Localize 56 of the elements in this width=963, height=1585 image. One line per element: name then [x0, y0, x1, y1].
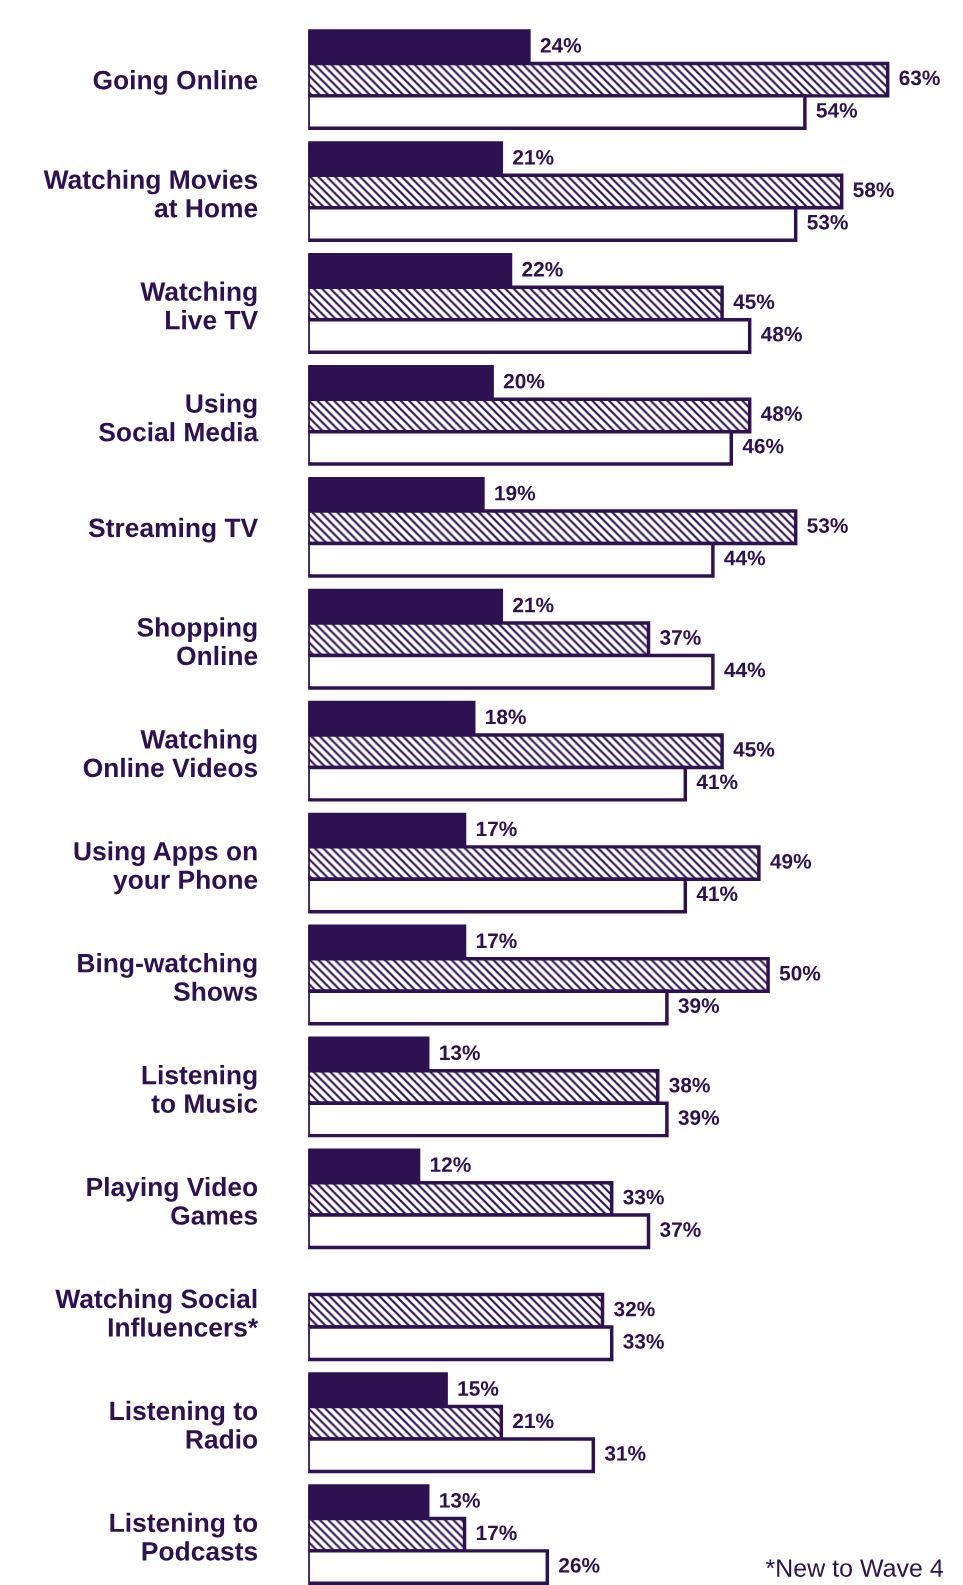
data-label: 17% [476, 1525, 517, 1541]
data-label: 31% [604, 1446, 646, 1461]
data-label: 41% [696, 774, 738, 790]
y-tick-label: Shopping Online [137, 617, 258, 666]
data-label: 13% [440, 1493, 480, 1508]
data-label: 12% [430, 1157, 471, 1172]
data-label: 37% [660, 630, 701, 645]
y-tick-label: Watching Online Videos [83, 729, 258, 778]
data-label: 33% [623, 1334, 664, 1349]
y-tick-label: Going Online [93, 70, 258, 95]
data-label: 44% [724, 550, 766, 566]
data-label: 39% [678, 998, 720, 1014]
data-label: 13% [440, 1045, 480, 1061]
data-label: 49% [770, 853, 812, 869]
data-label: 32% [614, 1301, 655, 1317]
y-tick-label: Streaming TV [88, 517, 258, 543]
data-label: 22% [522, 261, 563, 277]
data-label: 17% [476, 933, 517, 949]
data-label: 26% [559, 1557, 600, 1573]
data-label: 21% [513, 597, 554, 613]
annotation: *New to Wave 4 [765, 1559, 944, 1577]
data-label: 48% [761, 326, 802, 342]
y-tick-label: Listening to Music [142, 1065, 258, 1113]
data-label: 19% [495, 485, 536, 501]
y-tick-label: Listening to Radio [110, 1400, 258, 1449]
data-label: 46% [742, 438, 784, 454]
y-tick-label: Using Social Media [99, 393, 259, 442]
data-label: 38% [669, 1077, 710, 1093]
data-label: 21% [513, 149, 554, 165]
data-label: 24% [540, 38, 582, 53]
data-label: 20% [503, 373, 545, 389]
data-label: 63% [899, 70, 940, 86]
data-label: 17% [476, 821, 517, 837]
y-tick-label: Watching Social Influencers* [55, 1288, 259, 1337]
data-label: 53% [807, 518, 848, 533]
data-label: 50% [779, 965, 821, 981]
data-label: 39% [678, 1110, 720, 1126]
y-tick-label: Listening to Podcasts [110, 1512, 258, 1561]
y-tick-label: Bing-watching Shows [78, 953, 258, 1002]
data-label: 54% [816, 103, 858, 118]
data-label: 18% [486, 709, 526, 725]
y-tick-label: Watching Live TV [140, 281, 258, 330]
data-label: 45% [733, 742, 775, 757]
y-tick-label: Playing Video Games [87, 1176, 258, 1225]
y-tick-label: Watching Movies at Home [43, 169, 258, 218]
data-label: 45% [733, 294, 775, 310]
data-label: 58% [853, 182, 894, 198]
data-label: 37% [660, 1222, 701, 1237]
y-tick-label: Using Apps on your Phone [74, 841, 258, 895]
data-label: 44% [724, 662, 766, 678]
data-label: 53% [807, 214, 848, 230]
data-label: 41% [696, 886, 738, 902]
data-label: 33% [623, 1189, 664, 1205]
data-label: 21% [513, 1413, 554, 1429]
data-label: 48% [761, 406, 802, 421]
data-label: 15% [458, 1381, 499, 1396]
